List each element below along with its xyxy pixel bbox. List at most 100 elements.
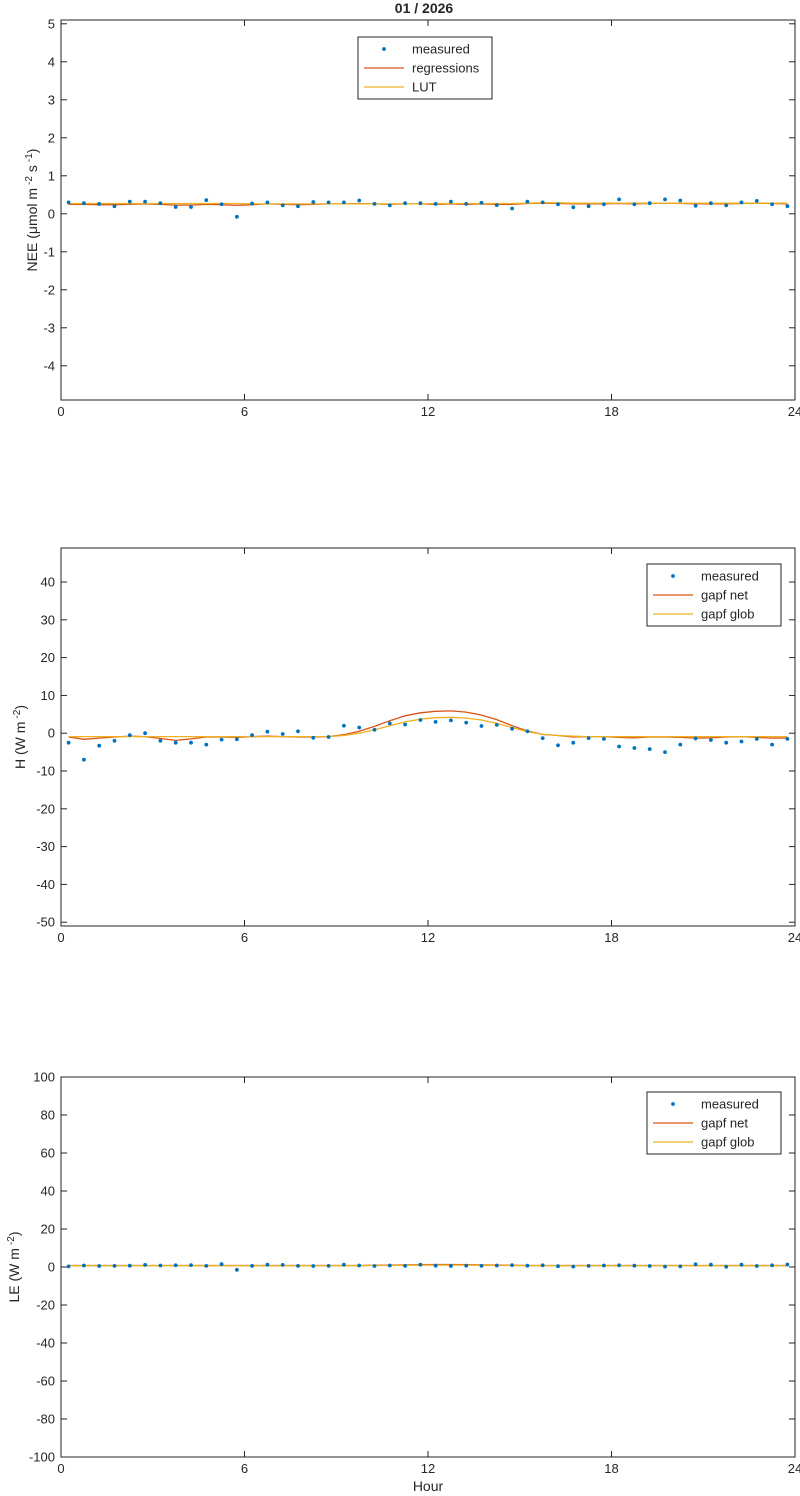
measured-point	[280, 732, 285, 736]
y-tick-label: -3	[43, 320, 55, 335]
y-tick-label: -4	[43, 358, 55, 373]
measured-point	[479, 1264, 484, 1268]
measured-point	[525, 1263, 530, 1268]
measured-point	[433, 720, 438, 724]
measured-point	[219, 737, 224, 742]
measured-point	[525, 729, 530, 734]
measured-point	[173, 740, 178, 745]
x-tick-label: 6	[241, 1461, 248, 1476]
y-tick-label: -80	[36, 1412, 55, 1427]
measured-point	[219, 202, 224, 207]
measured-point	[387, 721, 392, 726]
measured-point	[647, 747, 652, 751]
measured-point	[647, 1264, 652, 1268]
measured-point	[189, 205, 193, 209]
y-tick-label: -1	[43, 244, 55, 259]
measured-point	[173, 205, 178, 209]
measured-point	[586, 204, 591, 209]
x-tick-label: 24	[788, 404, 800, 419]
measured-point	[357, 198, 362, 203]
measured-point	[311, 735, 316, 740]
x-tick-label: 12	[421, 930, 435, 945]
measured-point	[342, 723, 346, 728]
y-tick-label: 80	[41, 1108, 55, 1123]
measured-point	[678, 198, 683, 203]
measured-point	[127, 1263, 132, 1268]
measured-point	[97, 202, 102, 206]
measured-point	[647, 201, 652, 206]
measured-point	[235, 214, 239, 219]
measured-point	[510, 726, 514, 731]
measured-point	[296, 204, 300, 209]
measured-point	[709, 201, 713, 206]
measured-point	[204, 742, 209, 747]
measured-point	[617, 197, 621, 202]
measured-point	[586, 736, 591, 740]
measured-point	[479, 200, 484, 205]
y-tick-label: -100	[29, 1450, 55, 1465]
measured-point	[709, 738, 713, 742]
measured-point	[265, 200, 270, 205]
measured-point	[326, 200, 331, 205]
measured-point	[280, 203, 285, 208]
measured-point	[82, 1263, 86, 1268]
y-tick-label: 60	[41, 1146, 55, 1161]
y-label-text: )	[6, 1231, 22, 1236]
measured-point	[127, 199, 132, 204]
measured-point	[66, 740, 71, 745]
y-tick-label: -60	[36, 1374, 55, 1389]
measured-point	[754, 199, 759, 203]
series-line-gapf-glob	[68, 716, 788, 738]
measured-point	[204, 198, 209, 203]
legend: measured gapf net gapf glob	[646, 1091, 782, 1155]
measured-point	[632, 202, 637, 207]
y-tick-label: 30	[41, 612, 55, 627]
measured-point	[785, 1262, 790, 1267]
measured-point	[770, 742, 774, 747]
measured-point	[617, 1263, 621, 1268]
measured-point	[143, 1263, 148, 1267]
measured-point	[265, 729, 270, 734]
y-tick-label: 4	[48, 54, 55, 69]
measured-point	[372, 202, 377, 206]
x-tick-label: 6	[241, 404, 248, 419]
y-tick-label: 0	[48, 726, 55, 741]
measured-point	[693, 203, 698, 208]
measured-point	[540, 736, 545, 740]
measured-point	[464, 202, 469, 206]
legend: measured gapf net gapf glob	[646, 563, 782, 627]
y-tick-label: 5	[48, 16, 55, 31]
measured-point	[357, 1263, 362, 1268]
x-tick-label: 18	[604, 1461, 618, 1476]
y-tick-label: -2	[43, 282, 55, 297]
legend-label: gapf net	[701, 588, 748, 603]
measured-point	[97, 1264, 102, 1268]
measured-point	[663, 197, 667, 202]
measured-point	[387, 1263, 392, 1268]
measured-point	[403, 1264, 407, 1268]
chart-h: 0 6 12 18 24 -50 -40 -30 -20 -10 0 10 20 30 40 H (W m -2…	[12, 547, 800, 945]
measured-point	[525, 199, 530, 204]
y-tick-label: 20	[41, 1222, 55, 1237]
measured-point	[387, 203, 392, 208]
measured-point	[571, 205, 576, 210]
y-tick-label: 3	[48, 92, 55, 107]
legend-label: measured	[701, 569, 759, 584]
measured-point	[296, 729, 300, 734]
chart-le: 0 6 12 18 24 -100 -80 -60 -40 -20 0 20 40 60 80 100 LE (…	[6, 1070, 800, 1495]
y-axis-label: H (W m -2)	[12, 705, 29, 769]
measured-point	[540, 200, 545, 205]
x-tick-label: 18	[604, 404, 618, 419]
measured-point	[464, 720, 469, 725]
measured-point	[510, 206, 514, 211]
measured-point	[724, 1264, 729, 1269]
measured-point	[296, 1264, 300, 1268]
figure-title: 01 / 2026	[395, 0, 454, 16]
measured-point	[143, 199, 148, 204]
y-tick-label: -50	[36, 915, 55, 930]
x-axis-label: Hour	[413, 1478, 444, 1494]
measured-point	[112, 204, 117, 209]
measured-point	[235, 1267, 239, 1272]
measured-point	[204, 1264, 209, 1268]
